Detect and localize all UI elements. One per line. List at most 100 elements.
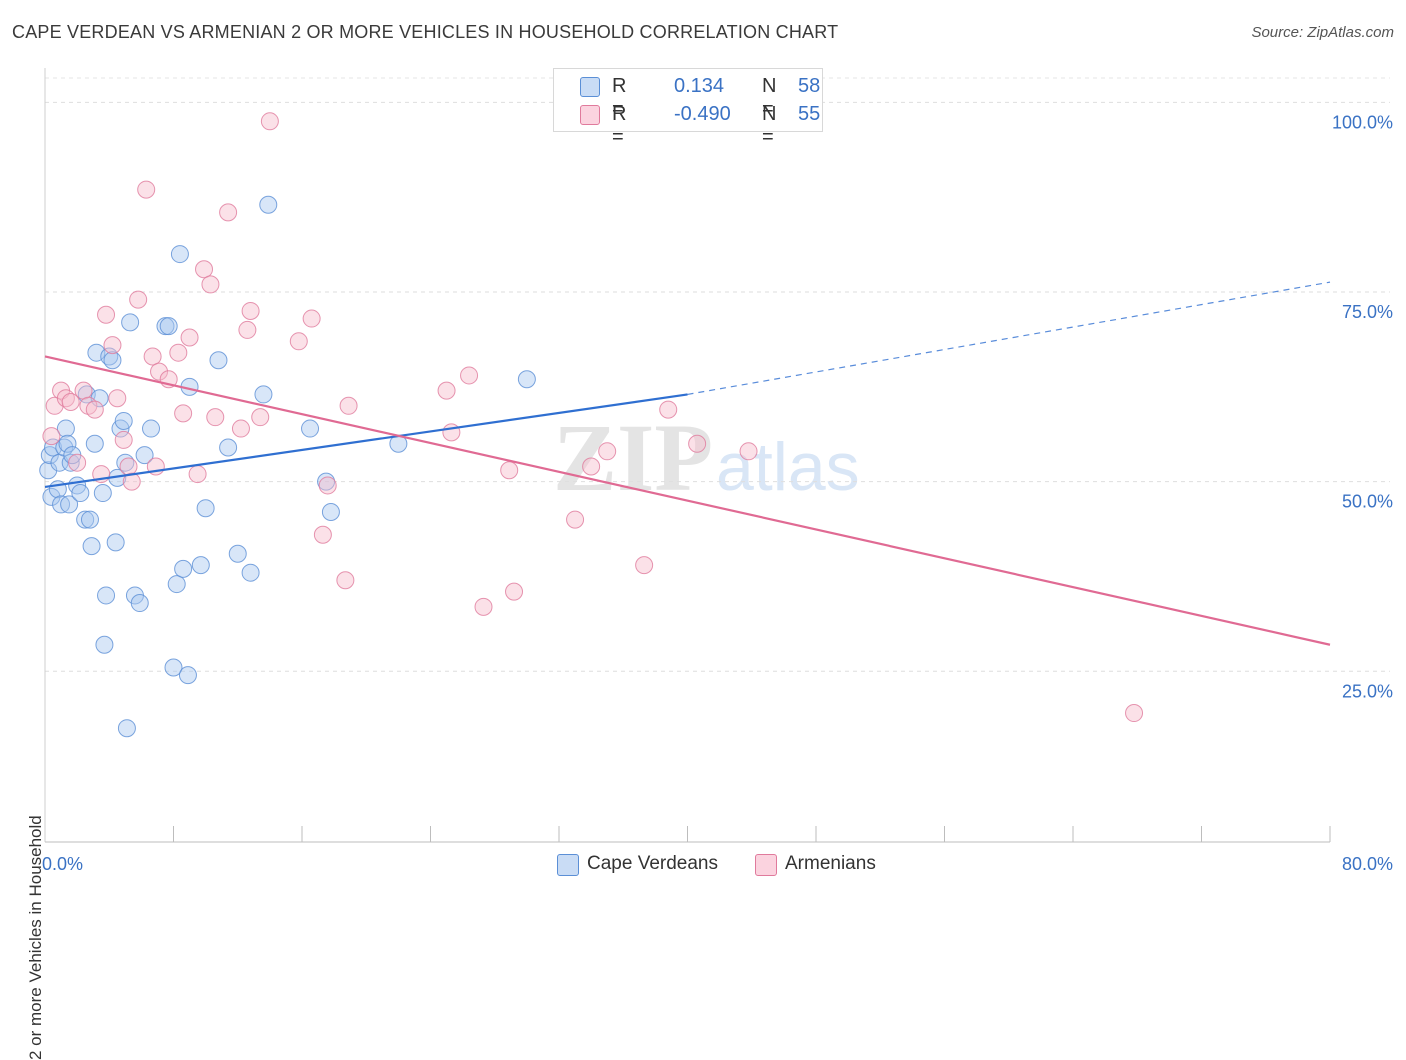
- point-cape-verdean: [174, 559, 193, 578]
- r-value: -0.490: [674, 103, 731, 125]
- point-armenian: [318, 476, 337, 495]
- point-cape-verdean: [76, 510, 95, 529]
- r-value: 0.134: [674, 75, 725, 97]
- r-label: R =: [612, 103, 627, 148]
- point-cape-verdean: [517, 370, 536, 389]
- point-cape-verdean: [130, 594, 149, 613]
- point-armenian: [61, 393, 80, 411]
- scatter-chart: ZIP atlas 25.0% 50.0% 75.0% 100.0% 0.0% 80.0%: [39, 68, 1393, 874]
- n-value: 55: [798, 103, 821, 125]
- point-armenian: [659, 400, 678, 419]
- y-tick-label: 75.0%: [1342, 302, 1393, 322]
- point-armenian: [442, 423, 461, 442]
- point-armenian: [231, 419, 250, 438]
- point-cape-verdean: [93, 484, 112, 503]
- point-cape-verdean: [97, 586, 116, 605]
- point-armenian: [437, 381, 456, 400]
- legend-swatch-pink: [755, 854, 777, 876]
- point-armenian: [122, 472, 141, 491]
- point-armenian: [103, 336, 122, 355]
- point-armenian: [251, 408, 270, 427]
- point-armenian: [174, 404, 193, 423]
- series-legend: Cape Verdeans Armenians: [0, 852, 1406, 878]
- n-label: N =: [762, 75, 777, 120]
- n-value: 58: [798, 75, 821, 97]
- r-label: R =: [612, 75, 627, 120]
- watermark-atlas: atlas: [716, 429, 860, 505]
- point-cape-verdean: [209, 351, 228, 370]
- point-armenian: [241, 301, 260, 320]
- point-armenian: [460, 366, 479, 385]
- point-armenian: [739, 442, 758, 461]
- point-cape-verdean: [196, 499, 215, 518]
- point-cape-verdean: [178, 666, 197, 685]
- n-label: N =: [762, 103, 777, 148]
- point-cape-verdean: [95, 635, 114, 654]
- point-cape-verdean: [103, 351, 122, 370]
- point-armenian: [598, 442, 617, 461]
- watermark-zip: ZIP: [553, 404, 713, 511]
- point-cape-verdean: [60, 495, 79, 514]
- point-armenian: [688, 434, 707, 453]
- source-label: Source: ZipAtlas.com: [1251, 24, 1394, 41]
- point-armenian: [119, 457, 138, 476]
- legend-swatch-pink: [580, 105, 600, 125]
- point-cape-verdean: [321, 503, 340, 521]
- point-armenian: [238, 320, 257, 339]
- point-armenian: [289, 332, 308, 351]
- trend-line-extension: [687, 281, 1331, 396]
- point-armenian: [336, 571, 355, 590]
- point-cape-verdean: [254, 385, 273, 404]
- point-armenian: [582, 457, 601, 476]
- point-armenian: [206, 408, 225, 427]
- point-armenian: [150, 362, 169, 381]
- point-cape-verdean: [228, 544, 247, 563]
- y-tick-label: 25.0%: [1342, 681, 1393, 701]
- point-armenian: [108, 389, 127, 408]
- point-armenian: [260, 112, 279, 131]
- point-cape-verdean: [85, 434, 104, 453]
- point-armenian: [339, 396, 358, 415]
- point-cape-verdean: [219, 438, 238, 457]
- point-armenian: [114, 430, 133, 449]
- point-armenian: [97, 305, 116, 324]
- point-armenian: [201, 275, 220, 294]
- point-cape-verdean: [56, 419, 75, 438]
- point-cape-verdean: [121, 313, 140, 332]
- point-cape-verdean: [117, 719, 136, 738]
- point-cape-verdean: [61, 453, 80, 472]
- point-cape-verdean: [159, 317, 178, 336]
- point-armenian: [500, 461, 519, 480]
- point-armenian: [302, 309, 321, 328]
- point-cape-verdean: [259, 195, 278, 214]
- point-cape-verdean: [301, 419, 320, 438]
- chart-title: CAPE VERDEAN VS ARMENIAN 2 OR MORE VEHIC…: [12, 22, 839, 42]
- point-armenian: [566, 510, 585, 529]
- point-armenian: [474, 597, 493, 616]
- point-armenian: [42, 427, 61, 446]
- point-cape-verdean: [82, 537, 101, 556]
- point-armenian: [180, 328, 199, 347]
- point-armenian: [143, 347, 162, 366]
- point-armenian: [505, 582, 524, 601]
- correlation-legend: R = 0.134 N = 58 R = -0.490 N = 55: [553, 68, 823, 148]
- point-armenian: [137, 180, 156, 199]
- point-cape-verdean: [170, 245, 189, 264]
- point-armenian: [635, 556, 654, 575]
- legend-label: Armenians: [785, 853, 876, 874]
- trend-line-armenians: [44, 355, 1331, 646]
- legend-swatch-blue: [580, 77, 600, 97]
- x-tick-label: 80.0%: [1342, 854, 1393, 874]
- point-cape-verdean: [164, 658, 183, 677]
- point-armenian: [85, 400, 104, 419]
- trend-line-cape-verdeans: [44, 393, 688, 489]
- point-cape-verdean: [106, 533, 125, 552]
- point-cape-verdean: [71, 484, 90, 503]
- point-armenian: [74, 381, 93, 400]
- point-armenian: [219, 203, 238, 222]
- legend-label: Cape Verdeans: [587, 853, 718, 874]
- y-tick-label: 50.0%: [1342, 492, 1393, 512]
- point-cape-verdean: [114, 411, 133, 430]
- point-armenian: [1125, 704, 1144, 723]
- point-cape-verdean: [142, 419, 161, 438]
